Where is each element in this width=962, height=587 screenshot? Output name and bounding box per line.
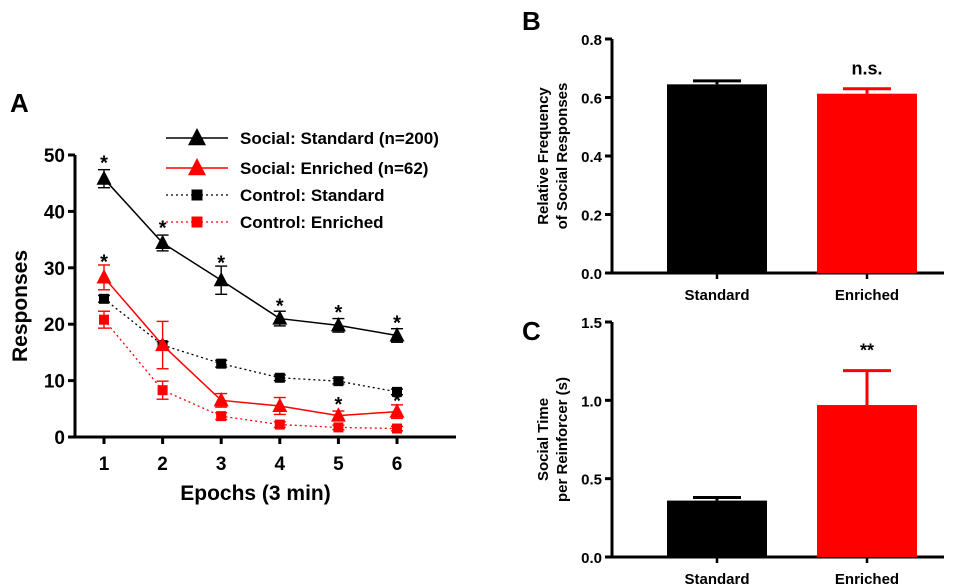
y-axis-title-line2: per Reinforcer (s) bbox=[554, 377, 571, 502]
data-point bbox=[99, 314, 109, 325]
bar bbox=[667, 84, 767, 274]
data-point bbox=[155, 234, 171, 250]
data-point bbox=[333, 422, 344, 433]
legend-marker bbox=[191, 216, 203, 228]
panel-b: B 0.0 0.2 0.4 0.6 0.8 Standard Enriched Relative… bbox=[522, 6, 944, 304]
y-tick-label: 0 bbox=[54, 428, 65, 449]
y-axis-title-line1: Social Time bbox=[535, 398, 552, 481]
significance-star: * bbox=[159, 218, 167, 240]
x-tick-label: Enriched bbox=[835, 287, 899, 304]
data-point bbox=[392, 423, 402, 434]
y-tick-label: 50 bbox=[44, 146, 65, 167]
panel-c: C 0.0 0.5 1.0 1.5 Standard Enriched Social Time… bbox=[522, 315, 944, 587]
data-point bbox=[96, 269, 112, 284]
legend-label: Control: Standard bbox=[240, 186, 385, 205]
x-tick-label: 3 bbox=[216, 454, 227, 475]
bar bbox=[817, 93, 917, 273]
data-point bbox=[213, 391, 229, 407]
bar bbox=[817, 405, 917, 557]
data-point bbox=[96, 170, 112, 185]
significance-star: * bbox=[335, 394, 343, 416]
series-line bbox=[103, 319, 398, 430]
legend-marker bbox=[188, 127, 206, 146]
x-tick-label: Standard bbox=[684, 571, 749, 587]
data-point bbox=[274, 372, 285, 383]
data-point bbox=[333, 376, 344, 387]
panel-label: C bbox=[522, 316, 541, 346]
bar bbox=[667, 500, 767, 557]
x-axis-title: Epochs (3 min) bbox=[180, 482, 331, 505]
panel-label: B bbox=[522, 6, 541, 36]
legend-marker bbox=[191, 189, 203, 201]
legend-label: Social: Standard (n=200) bbox=[240, 129, 439, 148]
y-tick-label: 0.2 bbox=[581, 208, 602, 225]
series-line bbox=[103, 276, 398, 417]
y-tick-label: 0.4 bbox=[581, 149, 603, 166]
legend-label: Control: Enriched bbox=[240, 213, 384, 232]
y-tick-label: 1.0 bbox=[581, 393, 602, 410]
significance-star: * bbox=[100, 153, 108, 175]
y-axis-title-line2: of Social Responses bbox=[554, 83, 571, 230]
y-tick-label: 0.6 bbox=[581, 91, 602, 108]
legend-item: Control: Enriched bbox=[166, 213, 384, 232]
y-tick-label: 20 bbox=[44, 315, 65, 336]
legend-item: Control: Standard bbox=[166, 186, 385, 205]
x-tick-label: 1 bbox=[99, 454, 110, 475]
significance-star: * bbox=[393, 391, 401, 413]
y-tick-label: 10 bbox=[44, 372, 65, 393]
y-tick-label: 1.5 bbox=[581, 315, 602, 332]
y-tick-label: 0.0 bbox=[581, 266, 602, 283]
data-point bbox=[157, 385, 168, 396]
significance-label: n.s. bbox=[851, 59, 882, 79]
legend-marker bbox=[188, 157, 206, 176]
data-point bbox=[274, 419, 285, 430]
series-line bbox=[103, 178, 398, 337]
y-tick-label: 0.0 bbox=[581, 550, 602, 567]
data-point bbox=[216, 358, 227, 369]
data-point bbox=[330, 316, 346, 332]
data-point bbox=[99, 293, 109, 304]
legend: Social: Standard (n=200) Social: Enriched… bbox=[166, 127, 439, 232]
data-point bbox=[155, 336, 171, 352]
y-tick-label: 40 bbox=[44, 202, 65, 223]
panel-label: A bbox=[10, 88, 29, 118]
panel-a: A 0 10 20 30 40 50 1 2 3 4 5 6 Epochs (3 min) Response… bbox=[9, 88, 456, 505]
x-tick-label: 5 bbox=[333, 454, 344, 475]
y-tick-label: 0.8 bbox=[581, 32, 602, 49]
series-3 bbox=[98, 310, 403, 434]
x-tick-label: Standard bbox=[684, 287, 749, 304]
x-tick-label: 4 bbox=[275, 454, 286, 475]
significance-star: * bbox=[393, 312, 401, 334]
significance-star: * bbox=[217, 252, 225, 274]
x-tick-label: 2 bbox=[157, 454, 168, 475]
data-point bbox=[272, 397, 288, 413]
data-point bbox=[392, 386, 402, 397]
x-tick-label: Enriched bbox=[835, 571, 899, 587]
data-point bbox=[330, 407, 346, 422]
legend-label: Social: Enriched (n=62) bbox=[240, 159, 428, 178]
series-1 bbox=[96, 264, 405, 422]
y-tick-label: 0.5 bbox=[581, 472, 602, 489]
series-0 bbox=[96, 168, 405, 343]
data-point bbox=[389, 327, 405, 342]
data-point bbox=[216, 411, 227, 422]
data-point bbox=[272, 310, 288, 325]
y-tick-label: 30 bbox=[44, 259, 65, 280]
legend-item: Social: Standard (n=200) bbox=[166, 127, 439, 148]
y-axis-title-line1: Relative Frequency bbox=[535, 87, 552, 225]
series-2 bbox=[98, 293, 403, 397]
significance-star: * bbox=[100, 251, 108, 273]
significance-star: * bbox=[335, 302, 343, 324]
x-tick-label: 6 bbox=[392, 454, 403, 475]
series-line bbox=[103, 298, 398, 393]
y-axis-title: Responses bbox=[9, 250, 32, 362]
significance-star: * bbox=[276, 295, 284, 317]
legend-item: Social: Enriched (n=62) bbox=[166, 157, 428, 178]
data-point bbox=[389, 403, 405, 418]
data-point bbox=[213, 271, 229, 287]
significance-label: ** bbox=[860, 341, 874, 361]
